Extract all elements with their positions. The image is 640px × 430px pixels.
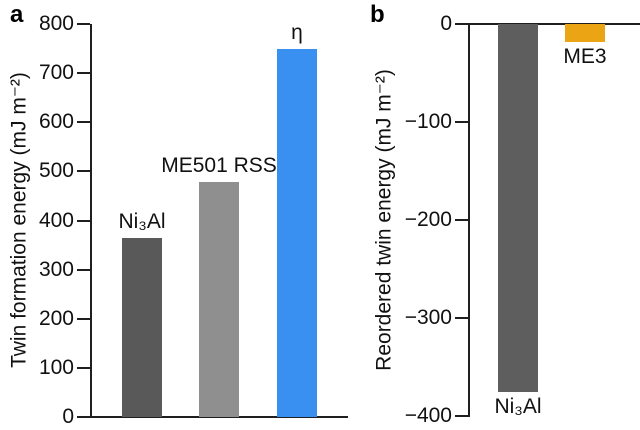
y-tick-label: −100 [404, 110, 452, 133]
y-tick-label: 500 [38, 159, 74, 183]
bar [199, 182, 239, 417]
y-tick [77, 268, 90, 271]
y-axis-line [468, 24, 470, 417]
y-tick-label: 800 [38, 12, 74, 35]
bar-label: Ni₃Al [494, 394, 542, 418]
x-baseline [468, 23, 640, 25]
y-tick-label: 400 [38, 208, 74, 232]
y-tick-label: 200 [38, 306, 74, 330]
y-tick [77, 219, 90, 222]
y-tick-label: −200 [404, 208, 452, 231]
panel-b-letter: b [370, 1, 385, 28]
bar [277, 48, 317, 417]
y-axis-title: Twin formation energy (mJ m⁻²) [7, 72, 31, 368]
y-tick [455, 219, 468, 221]
y-tick [77, 121, 90, 124]
y-tick-label: 300 [38, 257, 74, 281]
y-axis-title: Reordered twin energy (mJ m⁻²) [372, 69, 396, 371]
y-tick [455, 415, 468, 417]
y-tick [77, 366, 90, 369]
y-tick-label: 600 [38, 110, 74, 134]
y-tick [455, 23, 468, 25]
y-axis-line [90, 24, 92, 418]
y-tick [77, 72, 90, 75]
y-tick [77, 170, 90, 173]
y-tick [77, 416, 90, 418]
y-tick-label: −400 [404, 404, 452, 427]
bar-label: ME3 [563, 44, 607, 68]
bar [498, 24, 538, 392]
y-tick-label: 0 [440, 12, 452, 35]
bar-label: Ni₃Al [118, 209, 166, 233]
y-tick-label: 100 [38, 355, 74, 379]
y-tick [77, 317, 90, 320]
bar [122, 237, 162, 417]
bar [565, 24, 605, 42]
y-tick-label: 0 [62, 405, 74, 428]
y-tick [77, 23, 90, 25]
panel-a-letter: a [10, 1, 24, 28]
x-baseline [90, 416, 348, 418]
bar-label: η [291, 20, 303, 44]
y-tick-label: −300 [404, 306, 452, 329]
bar-label: ME501 RSS [161, 154, 277, 178]
y-tick-label: 700 [38, 61, 74, 85]
y-tick [455, 121, 468, 123]
y-tick [455, 317, 468, 319]
